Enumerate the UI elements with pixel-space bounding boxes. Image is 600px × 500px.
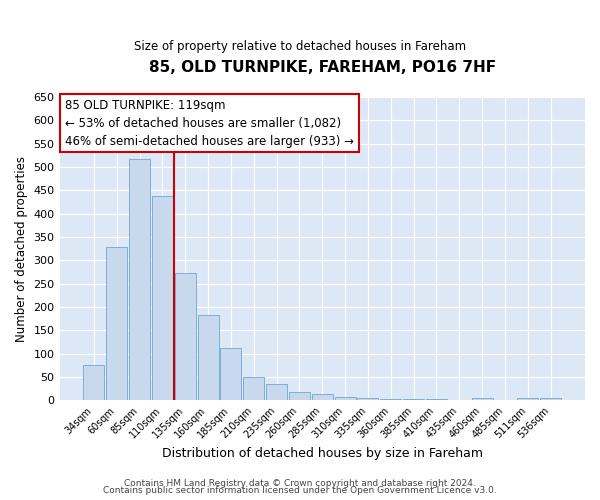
Bar	[243, 377, 264, 400]
Bar	[220, 348, 241, 401]
Bar	[472, 398, 493, 400]
Bar	[540, 398, 561, 400]
Text: Contains public sector information licensed under the Open Government Licence v3: Contains public sector information licen…	[103, 486, 497, 495]
Text: Contains HM Land Registry data © Crown copyright and database right 2024.: Contains HM Land Registry data © Crown c…	[124, 478, 476, 488]
Y-axis label: Number of detached properties: Number of detached properties	[15, 156, 28, 342]
Bar	[197, 315, 218, 400]
Bar	[517, 398, 538, 400]
Title: 85, OLD TURNPIKE, FAREHAM, PO16 7HF: 85, OLD TURNPIKE, FAREHAM, PO16 7HF	[149, 60, 496, 75]
Bar	[289, 392, 310, 400]
Bar	[426, 399, 447, 400]
X-axis label: Distribution of detached houses by size in Fareham: Distribution of detached houses by size …	[162, 447, 483, 460]
Text: 85 OLD TURNPIKE: 119sqm
← 53% of detached houses are smaller (1,082)
46% of semi: 85 OLD TURNPIKE: 119sqm ← 53% of detache…	[65, 98, 354, 148]
Bar	[358, 398, 379, 400]
Bar	[266, 384, 287, 400]
Bar	[312, 394, 333, 400]
Bar	[129, 158, 150, 400]
Bar	[380, 399, 401, 400]
Bar	[106, 247, 127, 400]
Bar	[83, 366, 104, 400]
Bar	[403, 399, 424, 400]
Bar	[175, 274, 196, 400]
Bar	[152, 196, 173, 400]
Text: Size of property relative to detached houses in Fareham: Size of property relative to detached ho…	[134, 40, 466, 53]
Bar	[335, 396, 356, 400]
